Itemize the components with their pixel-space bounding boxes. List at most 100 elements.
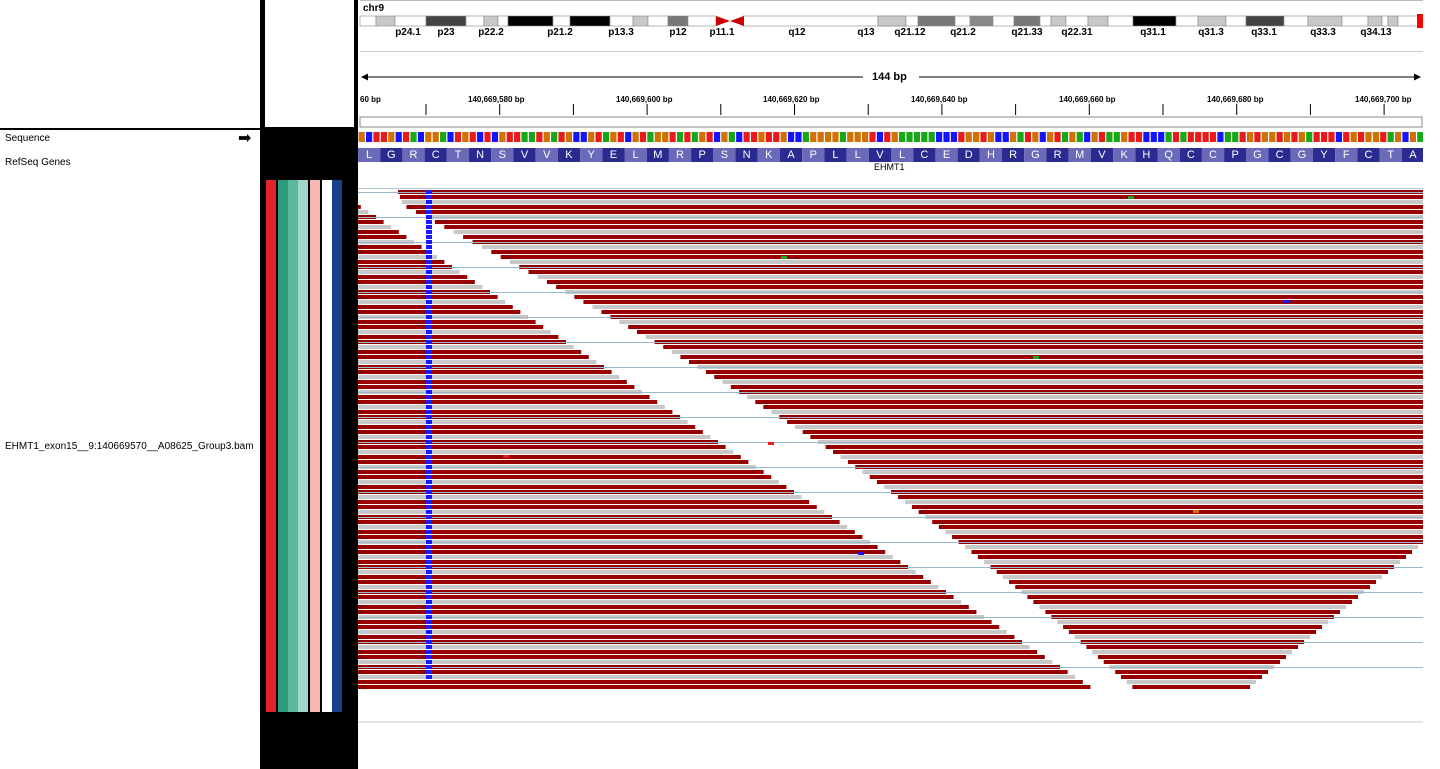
track-name-sequence[interactable]: Sequence — [5, 133, 51, 144]
ideogram-band — [905, 15, 919, 27]
nucleotide-base — [491, 132, 499, 142]
ideogram-band — [954, 15, 971, 27]
nucleotide-base — [1239, 132, 1246, 142]
read — [1126, 680, 1256, 684]
chromosome-label[interactable]: chr9 — [363, 3, 385, 14]
insertion-mark — [426, 640, 432, 644]
insertion-mark — [426, 190, 432, 194]
read — [358, 380, 627, 384]
attribute-columns[interactable] — [260, 128, 358, 769]
amino-acid-cell — [1201, 148, 1225, 162]
gene-label[interactable]: EHMT1 — [874, 162, 905, 172]
nucleotide-base — [1261, 132, 1268, 142]
amino-acid-cell — [957, 148, 980, 162]
nucleotide-base — [1387, 132, 1394, 142]
amino-acid-letter: F — [1342, 149, 1350, 161]
nucleotide-base — [1054, 132, 1061, 142]
sequence-track[interactable] — [358, 129, 1424, 179]
read — [810, 435, 1424, 439]
amino-acid-letter: G — [1253, 149, 1262, 161]
nucleotide-base — [380, 132, 388, 142]
amino-acid-cell — [469, 148, 492, 162]
insertion-mark — [426, 195, 432, 199]
read — [546, 280, 1424, 284]
insertion-mark — [426, 580, 432, 584]
insertion-mark — [426, 280, 432, 284]
attribute-header — [265, 0, 354, 127]
read-connector — [358, 292, 1424, 293]
nucleotide-base — [861, 132, 869, 142]
attribute-column — [266, 180, 276, 712]
panel-divider — [0, 128, 260, 130]
read — [1068, 630, 1316, 634]
ideogram-band — [647, 15, 669, 27]
nucleotide-base — [832, 132, 839, 142]
read — [945, 530, 1424, 534]
read — [358, 255, 437, 259]
insertion-mark — [426, 270, 432, 274]
amino-acid-letter: N — [476, 149, 485, 161]
amino-acid-cell — [1024, 148, 1047, 162]
nucleotide-base — [958, 132, 965, 142]
insertion-mark — [426, 295, 432, 299]
read — [671, 350, 1424, 354]
ideogram-band — [1132, 15, 1177, 27]
read — [358, 375, 620, 379]
ideogram-band — [1381, 15, 1389, 27]
read-connector — [358, 417, 1424, 418]
mismatch-base — [1033, 356, 1039, 359]
mismatch-base — [1193, 510, 1199, 513]
insertion-mark — [426, 405, 432, 409]
read — [358, 330, 551, 334]
alignment-track[interactable] — [358, 180, 1424, 769]
insertion-mark — [426, 410, 432, 414]
nucleotide-base — [432, 132, 439, 142]
nucleotide-base — [1269, 132, 1276, 142]
nucleotide-base — [417, 132, 425, 142]
read — [869, 475, 1424, 479]
amino-acid-cell — [713, 148, 736, 162]
read — [415, 210, 1424, 214]
nucleotide-base — [943, 132, 950, 142]
read — [358, 275, 468, 279]
ideogram-band — [1387, 15, 1399, 27]
read — [680, 355, 1424, 359]
nucleotide-base — [817, 132, 824, 142]
nucleotide-base — [839, 132, 846, 142]
nucleotide-base — [876, 132, 883, 142]
read — [802, 430, 1424, 434]
read — [1039, 605, 1346, 609]
ideogram-band — [1107, 15, 1134, 27]
nucleotide-base — [440, 132, 447, 142]
amino-acid-cell — [1224, 148, 1247, 162]
read — [1027, 595, 1358, 599]
ideogram-band — [552, 15, 571, 27]
read — [358, 605, 969, 609]
nucleotide-base — [1224, 132, 1231, 142]
nucleotide-base — [899, 132, 906, 142]
read — [528, 270, 1424, 274]
right-arrow-icon[interactable]: ➡ — [238, 130, 252, 147]
track-name-refseq[interactable]: RefSeq Genes — [5, 157, 71, 168]
ideogram-band — [1065, 15, 1089, 27]
ideogram-band — [667, 15, 689, 27]
nucleotide-base — [521, 132, 528, 142]
insertion-mark — [426, 275, 432, 279]
track-name-panel: Sequence ➡ RefSeq Genes EHMT1_exon15__9:… — [0, 0, 260, 769]
insertion-mark — [426, 575, 432, 579]
track-name-bam[interactable]: EHMT1_exon15__9:140669570__A08625_Group3… — [5, 441, 254, 452]
amino-acid-letter: P — [1231, 149, 1239, 161]
read — [1103, 660, 1280, 664]
read — [862, 470, 1424, 474]
nucleotide-base — [1409, 132, 1416, 142]
ideogram-band — [1225, 15, 1247, 27]
amino-acid-cell — [580, 148, 603, 162]
read — [358, 420, 688, 424]
ideogram[interactable] — [358, 0, 1424, 130]
read — [358, 250, 430, 254]
read — [358, 600, 962, 604]
read — [358, 585, 939, 589]
read-connector — [358, 617, 1424, 618]
read — [358, 280, 475, 284]
read-connector — [358, 492, 1424, 493]
